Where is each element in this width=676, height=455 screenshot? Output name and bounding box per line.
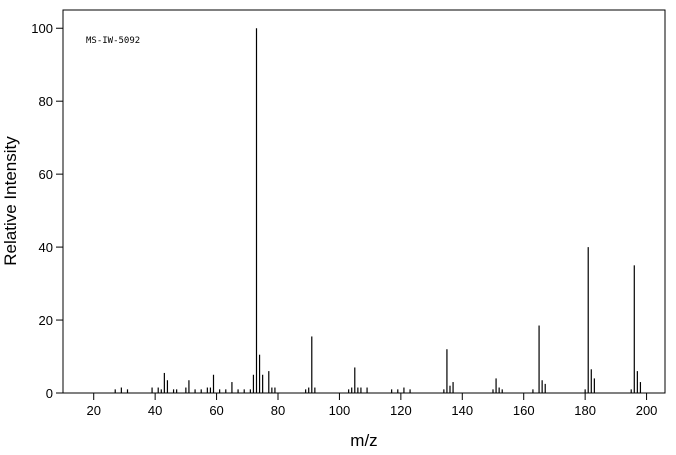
x-tick-label: 180 xyxy=(574,403,596,418)
y-tick-label: 60 xyxy=(39,167,53,182)
x-tick-label: 140 xyxy=(451,403,473,418)
x-tick-label: 100 xyxy=(329,403,351,418)
y-tick-label: 0 xyxy=(46,386,53,401)
annotation: MS-IW-5092 xyxy=(86,36,140,46)
x-axis-label: m/z xyxy=(350,431,377,450)
x-tick-label: 40 xyxy=(148,403,162,418)
x-tick-label: 60 xyxy=(209,403,223,418)
x-tick-label: 120 xyxy=(390,403,412,418)
y-axis-label: Relative Intensity xyxy=(1,136,20,266)
y-tick-label: 20 xyxy=(39,313,53,328)
y-tick-label: 40 xyxy=(39,240,53,255)
x-tick-label: 160 xyxy=(513,403,535,418)
y-tick-label: 80 xyxy=(39,94,53,109)
plot-frame xyxy=(62,9,666,394)
x-tick-label: 80 xyxy=(271,403,285,418)
y-tick-label: 100 xyxy=(31,21,53,36)
x-tick-label: 20 xyxy=(86,403,100,418)
x-tick-label: 200 xyxy=(636,403,658,418)
